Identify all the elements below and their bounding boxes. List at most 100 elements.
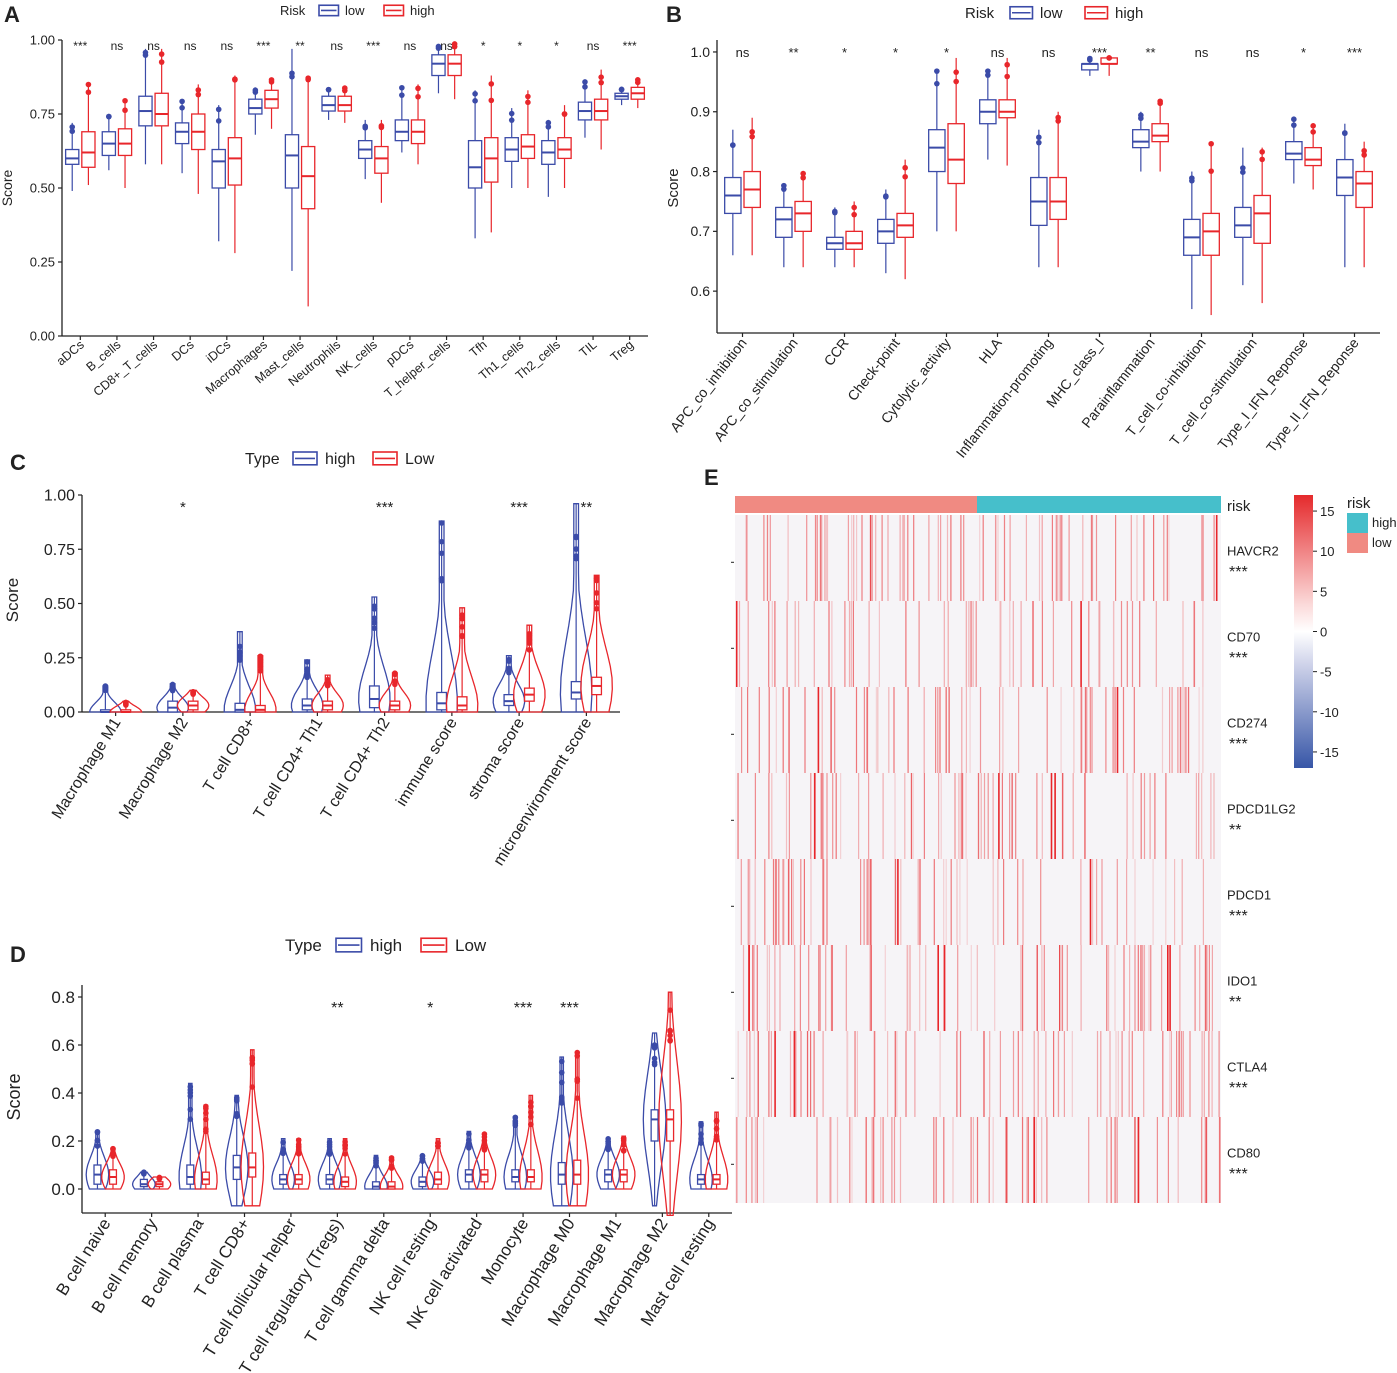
heatmap-cell <box>1208 945 1210 1031</box>
significance-label: * <box>427 1000 433 1017</box>
box-high-2-point <box>169 683 176 690</box>
heatmap-cell <box>828 601 830 687</box>
colorbar-tick-label: -10 <box>1320 705 1339 720</box>
box-low-7-violin <box>513 624 546 713</box>
box-low-6-point <box>459 633 465 640</box>
box-low-12-iqr <box>619 1169 628 1183</box>
heatmap-cell <box>1084 773 1086 859</box>
gene-label: HAVCR2 <box>1227 543 1279 558</box>
heatmap-cell <box>1084 687 1086 773</box>
box-high-5-iqr <box>368 685 380 709</box>
box-high-5-violin <box>358 596 391 713</box>
heatmap-cell <box>999 601 1001 687</box>
heatmap-cell <box>1169 687 1171 773</box>
box-low-11 <box>565 1049 590 1207</box>
heatmap-cell <box>909 945 911 1031</box>
heatmap-cell <box>799 945 801 1031</box>
box-high-2 <box>117 97 133 188</box>
heatmap-cell <box>1091 515 1093 601</box>
heatmap-cell <box>1033 1031 1035 1117</box>
heatmap-cell <box>767 515 769 601</box>
annotation-low <box>735 496 977 513</box>
heatmap-cell <box>735 1117 738 1203</box>
y-tick-label: 0.8 <box>51 988 75 1007</box>
heatmap-cell <box>853 515 855 601</box>
legend-label: high <box>325 451 355 468</box>
heatmap-cell <box>749 859 751 945</box>
heatmap-cell <box>1059 945 1061 1031</box>
heatmap-cell <box>1136 515 1138 601</box>
heatmap-cell <box>1036 945 1038 1031</box>
box-low-2 <box>775 182 793 268</box>
x-tick-label: T cell CD4+ Th1 <box>251 715 327 822</box>
significance-label: ns <box>184 39 197 53</box>
heatmap-cell <box>826 773 828 859</box>
box-low-10-point <box>528 1121 534 1128</box>
heatmap-cell <box>1089 687 1091 773</box>
heatmap-cell <box>749 1031 751 1117</box>
box-high-10-point <box>1208 168 1214 174</box>
heatmap-cell <box>1080 859 1082 945</box>
heatmap-cell <box>1080 945 1082 1031</box>
heatmap-cell <box>918 859 920 945</box>
box-high-10 <box>410 84 426 165</box>
box-low-12-point <box>1291 116 1297 123</box>
legend-low-key <box>372 451 398 466</box>
heatmap-cell <box>1201 1117 1203 1203</box>
heatmap-cell <box>950 515 952 601</box>
legend: Risk low high <box>280 3 435 18</box>
box-low-4-iqr <box>174 122 190 145</box>
heatmap-cell <box>1009 515 1011 601</box>
box-low-2-iqr <box>775 206 793 238</box>
heatmap-cell <box>804 687 806 773</box>
heatmap-cell <box>933 1117 935 1203</box>
box-low-1-point <box>730 142 736 148</box>
heatmap-cell <box>1188 687 1190 773</box>
heatmap-cell <box>1062 945 1064 1031</box>
box-low-10-point <box>399 92 405 98</box>
box-high-6 <box>998 57 1016 166</box>
heatmap-cell <box>851 515 853 601</box>
heatmap-cell <box>850 601 852 687</box>
heatmap-cell <box>746 1031 748 1117</box>
heatmap-cell <box>1134 1117 1136 1203</box>
heatmap-cell <box>788 687 790 773</box>
box-low-13-point <box>508 110 515 117</box>
gene-label: CTLA4 <box>1227 1059 1267 1074</box>
y-tick-label: 0.50 <box>30 181 55 196</box>
heatmap-cell-strong <box>998 773 1000 859</box>
heatmap-cell <box>1106 1117 1108 1203</box>
heatmap-cell <box>896 1031 898 1117</box>
box-low-8-point <box>325 86 332 93</box>
box-low-6 <box>445 607 479 713</box>
box-high-7 <box>300 75 316 307</box>
heatmap-cell <box>940 773 942 859</box>
legend-low-key <box>1009 5 1034 20</box>
heatmap-cell <box>948 687 950 773</box>
box-high-3-point <box>237 650 243 657</box>
box-low-11-point <box>435 43 442 50</box>
box-low-7-point <box>388 1163 395 1170</box>
heatmap-cell <box>1204 1117 1206 1203</box>
legend-title: Risk <box>965 5 995 22</box>
box-low-1 <box>64 122 80 191</box>
box-high-6-violin <box>425 520 458 713</box>
box-high-10 <box>503 1114 528 1190</box>
box-high-9-violin <box>456 1130 481 1190</box>
box-high-3-iqr <box>845 230 863 250</box>
heatmap-cell <box>1177 1117 1179 1203</box>
box-high-12-point <box>605 1146 611 1153</box>
box-high-8-iqr <box>570 680 582 700</box>
gene-label: PDCD1 <box>1227 887 1271 902</box>
heatmap-cell <box>754 1117 756 1203</box>
box-low-3-point <box>142 49 149 56</box>
heatmap-cell <box>1112 601 1115 687</box>
heatmap-cell <box>1003 515 1005 601</box>
box-low-10-point <box>528 1103 534 1110</box>
heatmap-cell <box>963 515 965 601</box>
heatmap-cell <box>1056 515 1058 601</box>
box-low-1-point <box>69 128 76 135</box>
heatmap-cell <box>1012 601 1014 687</box>
box-low-3-point <box>257 657 264 663</box>
heatmap-cell-strong <box>813 773 816 859</box>
